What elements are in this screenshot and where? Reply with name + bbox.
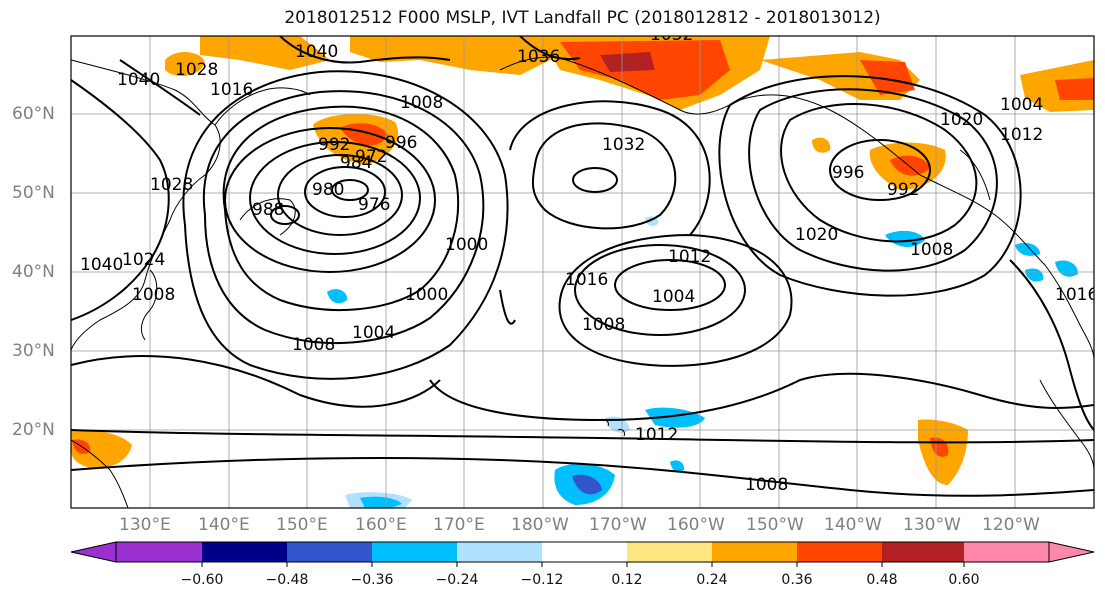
- colorbar-segment: [372, 542, 457, 562]
- isobar-label: 1040: [295, 42, 338, 62]
- lon-label-160w: 160°W: [667, 515, 725, 535]
- isobar-label: 1020: [795, 225, 838, 245]
- isobar-label: 1000: [405, 285, 448, 305]
- lat-label-50n: 50°N: [12, 183, 55, 203]
- isobar-label: 1016: [1055, 285, 1098, 305]
- isobar-label: 992: [887, 180, 919, 200]
- colorbar-tick-label: 0.60: [948, 572, 980, 588]
- colorbar-extend-low: [70, 541, 117, 563]
- isobar-label: 996: [385, 133, 417, 153]
- lon-label-120w: 120°W: [982, 515, 1040, 535]
- colorbar-tick-label: −0.36: [350, 572, 394, 588]
- colorbar-segment: [882, 542, 964, 562]
- isobar-label: 1016: [210, 80, 253, 100]
- isobar-label: 1008: [292, 335, 335, 355]
- colorbar-tick-label: −0.24: [435, 572, 479, 588]
- colorbar-segment: [797, 542, 882, 562]
- colorbar-segment: [287, 542, 372, 562]
- plot-frame: [70, 35, 1095, 509]
- colorbar-tick-label: −0.12: [520, 572, 564, 588]
- isobar-label: 1008: [400, 93, 443, 113]
- isobar-label: 1000: [445, 235, 488, 255]
- isobar-label: 1004: [1000, 95, 1043, 115]
- colorbar-extend-high: [1048, 541, 1095, 563]
- grid-lines: [71, 36, 1094, 508]
- isobar-label: 1036: [517, 47, 560, 67]
- lon-label-160e: 160°E: [355, 515, 407, 535]
- coastlines: [71, 56, 1094, 508]
- colorbar-segment: [627, 542, 712, 562]
- isobar-label: 972: [355, 147, 387, 167]
- mslp-isobars: [71, 36, 1094, 497]
- isobar-label: 980: [312, 180, 344, 200]
- map-title: 2018012512 F000 MSLP, IVT Landfall PC (2…: [284, 8, 881, 28]
- isobar-label: 992: [318, 135, 350, 155]
- isobar-label: 1032: [602, 135, 645, 155]
- isobar-label: 1004: [652, 287, 695, 307]
- isobar-label: 1008: [745, 475, 788, 495]
- colorbar-tick-label: 0.36: [781, 572, 813, 588]
- colorbar-tick-label: −0.48: [265, 572, 309, 588]
- isobar-label: 1020: [940, 110, 983, 130]
- lat-label-30n: 30°N: [12, 341, 55, 361]
- isobar-label: 1012: [635, 425, 678, 445]
- isobar-label: 1032: [650, 25, 693, 45]
- colorbar-segment: [964, 542, 1049, 562]
- isobar-label: 1040: [117, 70, 160, 90]
- colorbar-segment: [116, 542, 202, 562]
- isobar-label: 996: [832, 163, 864, 183]
- lat-label-40n: 40°N: [12, 262, 55, 282]
- lon-label-150e: 150°E: [276, 515, 328, 535]
- isobar-label: 984: [340, 153, 372, 173]
- lat-label-60n: 60°N: [12, 104, 55, 124]
- ivt-negative-regions: [327, 216, 1078, 508]
- colorbar-segment: [712, 542, 797, 562]
- isobar-label: 1016: [565, 270, 608, 290]
- lon-label-130w: 130°W: [903, 515, 961, 535]
- isobar-label: 1004: [352, 323, 395, 343]
- lon-label-140e: 140°E: [198, 515, 250, 535]
- colorbar-segment: [542, 542, 627, 562]
- isobar-label: 1040: [80, 255, 123, 275]
- isobar-label: 988: [252, 200, 284, 220]
- colorbar-segment: [202, 542, 287, 562]
- isobar-label: 1008: [582, 315, 625, 335]
- lon-label-170e: 170°E: [433, 515, 485, 535]
- colorbar-tick-label: 0.24: [696, 572, 728, 588]
- lon-label-150w: 150°W: [746, 515, 804, 535]
- isobar-label: 1008: [910, 240, 953, 260]
- lon-label-170w: 170°W: [589, 515, 647, 535]
- lat-label-20n: 20°N: [12, 420, 55, 440]
- lon-label-130e: 130°E: [119, 515, 171, 535]
- mslp-labels: 1040 1040 1036 1032 1028 1024 1020 1016 …: [80, 25, 1098, 495]
- lon-label-140w: 140°W: [824, 515, 882, 535]
- isobar-label: 1012: [668, 247, 711, 267]
- isobar-label: 1012: [1000, 125, 1043, 145]
- isobar-label: 1028: [175, 60, 218, 80]
- colorbar: [70, 541, 1095, 567]
- colorbar-tick-label: −0.60: [180, 572, 224, 588]
- colorbar-tick-label: 0.48: [866, 572, 898, 588]
- colorbar-segment: [457, 542, 542, 562]
- isobar-label: 1028: [150, 175, 193, 195]
- isobar-label: 1024: [122, 250, 165, 270]
- lon-label-180w: 180°W: [511, 515, 569, 535]
- isobar-label: 1008: [132, 285, 175, 305]
- colorbar-tick-label: 0.12: [611, 572, 643, 588]
- isobar-label: 976: [358, 195, 390, 215]
